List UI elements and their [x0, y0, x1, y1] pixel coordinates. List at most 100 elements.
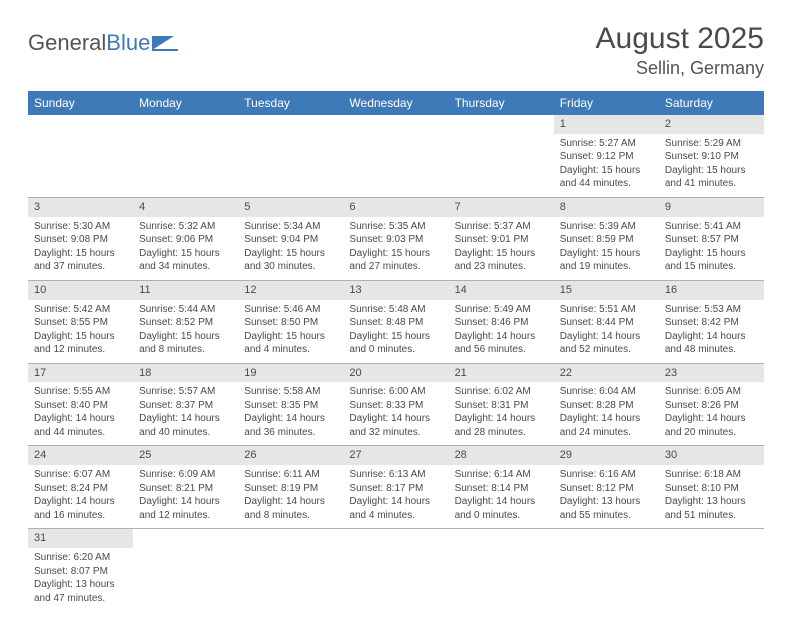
- daylight-line: Daylight: 15 hours and 12 minutes.: [34, 330, 127, 357]
- calendar-cell: 9Sunrise: 5:41 AMSunset: 8:57 PMDaylight…: [659, 197, 764, 280]
- weekday-header: Tuesday: [238, 91, 343, 115]
- sunset-line: Sunset: 8:14 PM: [455, 482, 548, 496]
- sunrise-line: Sunrise: 5:41 AM: [665, 220, 758, 234]
- sunrise-line: Sunrise: 6:09 AM: [139, 468, 232, 482]
- sunset-line: Sunset: 8:31 PM: [455, 399, 548, 413]
- daylight-line: Daylight: 14 hours and 24 minutes.: [560, 412, 653, 439]
- weekday-header: Wednesday: [343, 91, 448, 115]
- calendar-cell: 2Sunrise: 5:29 AMSunset: 9:10 PMDaylight…: [659, 115, 764, 197]
- daylight-line: Daylight: 14 hours and 48 minutes.: [665, 330, 758, 357]
- sunrise-line: Sunrise: 5:53 AM: [665, 303, 758, 317]
- logo: GeneralBlue: [28, 22, 178, 56]
- sunset-line: Sunset: 8:48 PM: [349, 316, 442, 330]
- day-number: 29: [554, 446, 659, 465]
- day-number: 28: [449, 446, 554, 465]
- sunrise-line: Sunrise: 5:27 AM: [560, 137, 653, 151]
- sunrise-line: Sunrise: 6:11 AM: [244, 468, 337, 482]
- day-number: 15: [554, 281, 659, 300]
- sunrise-line: Sunrise: 6:00 AM: [349, 385, 442, 399]
- calendar-cell: 31Sunrise: 6:20 AMSunset: 8:07 PMDayligh…: [28, 529, 133, 611]
- sunrise-line: Sunrise: 6:14 AM: [455, 468, 548, 482]
- calendar-cell: 17Sunrise: 5:55 AMSunset: 8:40 PMDayligh…: [28, 363, 133, 446]
- weekday-header: Friday: [554, 91, 659, 115]
- day-number: 12: [238, 281, 343, 300]
- day-number: 19: [238, 364, 343, 383]
- daylight-line: Daylight: 14 hours and 56 minutes.: [455, 330, 548, 357]
- sunset-line: Sunset: 8:52 PM: [139, 316, 232, 330]
- sunset-line: Sunset: 9:06 PM: [139, 233, 232, 247]
- sunrise-line: Sunrise: 5:32 AM: [139, 220, 232, 234]
- day-number: 10: [28, 281, 133, 300]
- daylight-line: Daylight: 13 hours and 47 minutes.: [34, 578, 127, 605]
- sunset-line: Sunset: 8:33 PM: [349, 399, 442, 413]
- weekday-header: Saturday: [659, 91, 764, 115]
- calendar-cell: 16Sunrise: 5:53 AMSunset: 8:42 PMDayligh…: [659, 280, 764, 363]
- daylight-line: Daylight: 15 hours and 4 minutes.: [244, 330, 337, 357]
- calendar-cell: 19Sunrise: 5:58 AMSunset: 8:35 PMDayligh…: [238, 363, 343, 446]
- sunset-line: Sunset: 8:35 PM: [244, 399, 337, 413]
- daylight-line: Daylight: 14 hours and 40 minutes.: [139, 412, 232, 439]
- calendar-cell: 23Sunrise: 6:05 AMSunset: 8:26 PMDayligh…: [659, 363, 764, 446]
- calendar-cell: 1Sunrise: 5:27 AMSunset: 9:12 PMDaylight…: [554, 115, 659, 197]
- sunset-line: Sunset: 8:10 PM: [665, 482, 758, 496]
- sunrise-line: Sunrise: 6:13 AM: [349, 468, 442, 482]
- calendar-cell: 22Sunrise: 6:04 AMSunset: 8:28 PMDayligh…: [554, 363, 659, 446]
- daylight-line: Daylight: 15 hours and 34 minutes.: [139, 247, 232, 274]
- calendar-cell: 27Sunrise: 6:13 AMSunset: 8:17 PMDayligh…: [343, 446, 448, 529]
- sunrise-line: Sunrise: 5:48 AM: [349, 303, 442, 317]
- sunrise-line: Sunrise: 5:39 AM: [560, 220, 653, 234]
- sunrise-line: Sunrise: 5:37 AM: [455, 220, 548, 234]
- header: GeneralBlue August 2025 Sellin, Germany: [28, 22, 764, 79]
- daylight-line: Daylight: 15 hours and 44 minutes.: [560, 164, 653, 191]
- daylight-line: Daylight: 15 hours and 30 minutes.: [244, 247, 337, 274]
- sunset-line: Sunset: 9:03 PM: [349, 233, 442, 247]
- calendar-cell: 11Sunrise: 5:44 AMSunset: 8:52 PMDayligh…: [133, 280, 238, 363]
- calendar-head: SundayMondayTuesdayWednesdayThursdayFrid…: [28, 91, 764, 115]
- calendar-cell: [343, 115, 448, 197]
- logo-word2: Blue: [106, 30, 150, 56]
- sunrise-line: Sunrise: 6:18 AM: [665, 468, 758, 482]
- calendar-cell: 4Sunrise: 5:32 AMSunset: 9:06 PMDaylight…: [133, 197, 238, 280]
- daylight-line: Daylight: 14 hours and 0 minutes.: [455, 495, 548, 522]
- day-number: 17: [28, 364, 133, 383]
- calendar-table: SundayMondayTuesdayWednesdayThursdayFrid…: [28, 91, 764, 611]
- calendar-cell: [133, 115, 238, 197]
- calendar-cell: 15Sunrise: 5:51 AMSunset: 8:44 PMDayligh…: [554, 280, 659, 363]
- calendar-cell: 7Sunrise: 5:37 AMSunset: 9:01 PMDaylight…: [449, 197, 554, 280]
- day-number: 9: [659, 198, 764, 217]
- calendar-cell: 14Sunrise: 5:49 AMSunset: 8:46 PMDayligh…: [449, 280, 554, 363]
- sunset-line: Sunset: 8:28 PM: [560, 399, 653, 413]
- sunset-line: Sunset: 9:10 PM: [665, 150, 758, 164]
- day-number: 6: [343, 198, 448, 217]
- calendar-cell: [238, 529, 343, 611]
- day-number: 20: [343, 364, 448, 383]
- daylight-line: Daylight: 14 hours and 20 minutes.: [665, 412, 758, 439]
- sunrise-line: Sunrise: 6:04 AM: [560, 385, 653, 399]
- sunset-line: Sunset: 8:55 PM: [34, 316, 127, 330]
- sunset-line: Sunset: 8:37 PM: [139, 399, 232, 413]
- day-number: 18: [133, 364, 238, 383]
- sunset-line: Sunset: 9:04 PM: [244, 233, 337, 247]
- sunset-line: Sunset: 8:17 PM: [349, 482, 442, 496]
- sunrise-line: Sunrise: 6:05 AM: [665, 385, 758, 399]
- daylight-line: Daylight: 13 hours and 51 minutes.: [665, 495, 758, 522]
- sunrise-line: Sunrise: 6:02 AM: [455, 385, 548, 399]
- calendar-cell: [554, 529, 659, 611]
- day-number: 30: [659, 446, 764, 465]
- day-number: 14: [449, 281, 554, 300]
- daylight-line: Daylight: 15 hours and 37 minutes.: [34, 247, 127, 274]
- sunset-line: Sunset: 8:42 PM: [665, 316, 758, 330]
- calendar-cell: [28, 115, 133, 197]
- daylight-line: Daylight: 14 hours and 32 minutes.: [349, 412, 442, 439]
- calendar-cell: [343, 529, 448, 611]
- sunrise-line: Sunrise: 6:16 AM: [560, 468, 653, 482]
- daylight-line: Daylight: 15 hours and 8 minutes.: [139, 330, 232, 357]
- daylight-line: Daylight: 14 hours and 36 minutes.: [244, 412, 337, 439]
- sunset-line: Sunset: 8:40 PM: [34, 399, 127, 413]
- day-number: 1: [554, 115, 659, 134]
- calendar-cell: 10Sunrise: 5:42 AMSunset: 8:55 PMDayligh…: [28, 280, 133, 363]
- daylight-line: Daylight: 14 hours and 12 minutes.: [139, 495, 232, 522]
- sunrise-line: Sunrise: 5:57 AM: [139, 385, 232, 399]
- sunrise-line: Sunrise: 6:20 AM: [34, 551, 127, 565]
- calendar-cell: [449, 529, 554, 611]
